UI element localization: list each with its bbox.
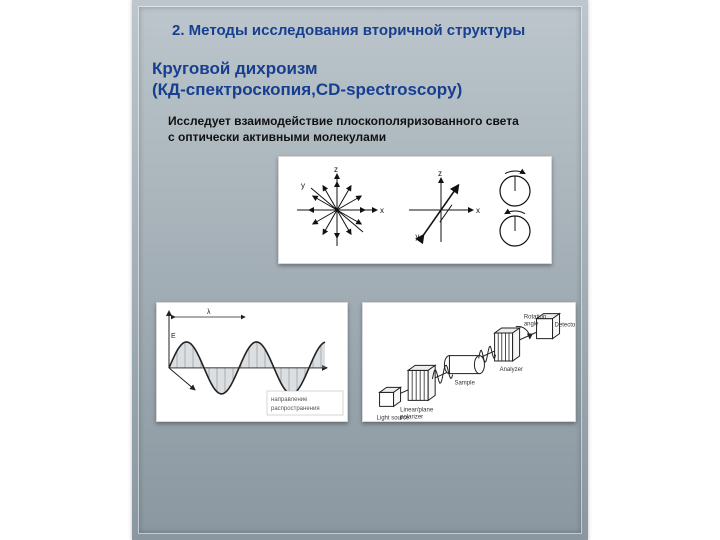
figure-wave: λ Eнаправление распространения [156,302,348,422]
svg-text:Analyzer: Analyzer [500,367,523,373]
svg-text:Rotation: Rotation [524,315,546,321]
wave-svg: λ Eнаправление распространения [157,303,347,421]
polarization-svg: x y z x z y [279,157,551,263]
slide: 2. Методы исследования вторичной структу… [132,0,588,540]
svg-text:polarizer: polarizer [400,414,423,420]
svg-text:y: y [301,181,305,190]
svg-text:E: E [171,333,176,340]
svg-text:z: z [438,169,442,178]
svg-text:Detector: Detector [555,323,575,329]
svg-text:z: z [334,165,338,174]
svg-text:y: y [415,232,419,241]
svg-text:Sample: Sample [454,381,475,387]
figure-polarization-diagrams: x y z x z y [278,156,552,264]
svg-text:x: x [476,206,480,215]
main-title-line2: (КД-спектроскопия,CD-spectroscopy) [152,79,462,100]
apparatus-svg: Light sourceLinear/planepolarizerSampleA… [363,303,575,421]
main-title-line1: Круговой дихроизм [152,58,462,79]
svg-text:распространения: распространения [271,406,320,412]
body-text: Исследует взаимодействие плоскополяризов… [168,114,519,145]
svg-text:Linear/plane: Linear/plane [400,407,434,413]
body-line1: Исследует взаимодействие плоскополяризов… [168,114,519,130]
svg-text:направление: направление [271,397,308,403]
main-title: Круговой дихроизм (КД-спектроскопия,CD-s… [152,58,462,101]
figure-apparatus: Light sourceLinear/planepolarizerSampleA… [362,302,576,422]
body-line2: с оптически активными молекулами [168,130,519,146]
svg-text:x: x [380,206,384,215]
section-title: 2. Методы исследования вторичной структу… [172,22,525,39]
stage: 2. Методы исследования вторичной структу… [0,0,720,540]
svg-text:angle: angle [524,322,539,328]
svg-text:λ: λ [207,309,211,316]
